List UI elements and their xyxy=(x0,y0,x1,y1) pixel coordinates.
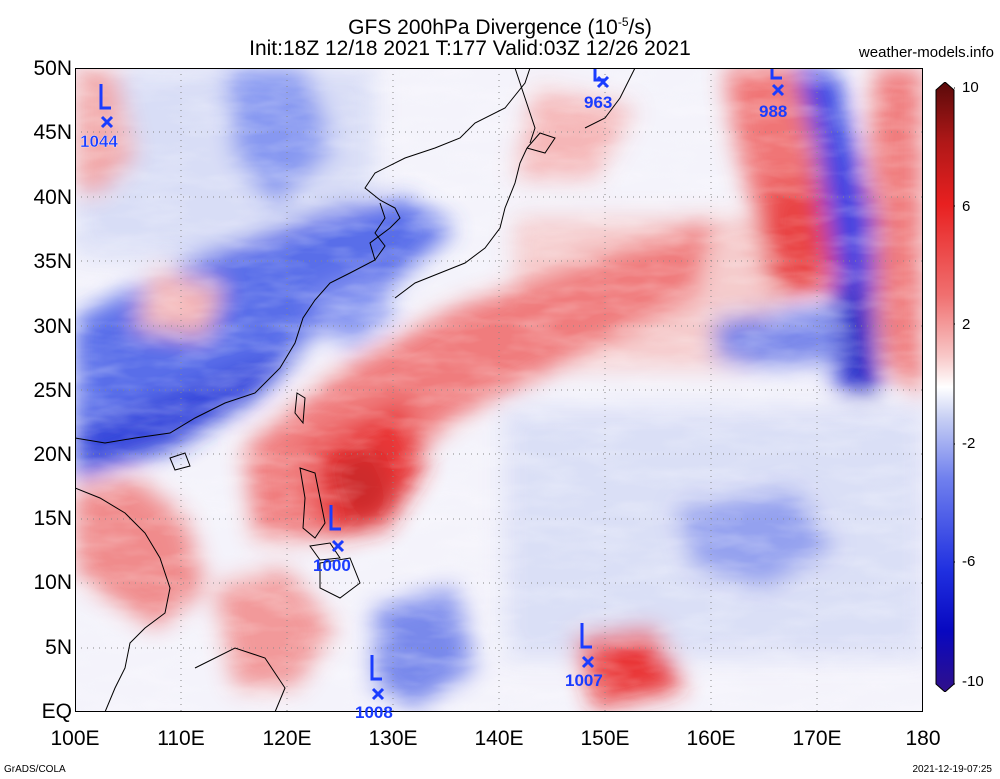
lon-label-120e: 120E xyxy=(262,727,312,750)
japan-coast xyxy=(394,147,528,299)
colorbar-label-2: 2 xyxy=(962,316,971,333)
lat-label-25n: 25N xyxy=(33,379,72,402)
footer-software: GrADS/COLA xyxy=(4,764,66,775)
lat-label-20n: 20N xyxy=(33,443,72,466)
taiwan-coast xyxy=(294,392,306,425)
footer-timestamp: 2021-12-19-07:25 xyxy=(912,764,992,775)
colorbar-label-neg2: -2 xyxy=(962,435,976,452)
hokkaido-coast xyxy=(526,132,556,154)
coastlines xyxy=(75,68,636,712)
map-title: GFS 200hPa Divergence (10-5/s) xyxy=(348,15,652,39)
lat-label-10n: 10N xyxy=(33,571,72,594)
lon-label-180: 180 xyxy=(905,727,941,750)
low-marker-1007 xyxy=(580,623,595,669)
visayas-coast xyxy=(309,542,341,561)
lat-label-40n: 40N xyxy=(33,186,72,209)
plot-frame xyxy=(75,68,923,712)
lat-label-35n: 35N xyxy=(33,250,72,273)
lat-label-5n: 5N xyxy=(45,636,72,659)
lon-label-160e: 160E xyxy=(686,727,736,750)
low-marker-988 xyxy=(770,68,785,97)
low-value-1000: 1000 xyxy=(313,556,351,575)
korea-coast xyxy=(374,202,386,261)
mindanao-coast xyxy=(319,557,361,599)
low-marker-963 xyxy=(593,68,610,89)
map-subtitle: Init:18Z 12/18 2021 T:177 Valid:03Z 12/2… xyxy=(249,37,691,60)
divergence-field xyxy=(75,68,923,712)
indochina-coast xyxy=(75,487,171,712)
lon-label-170e: 170E xyxy=(792,727,842,750)
lat-label-30n: 30N xyxy=(33,315,72,338)
lon-label-100e: 100E xyxy=(50,727,100,750)
low-pressure-markers xyxy=(99,68,785,701)
lon-label-110e: 110E xyxy=(157,727,205,750)
lat-label-50n: 50N xyxy=(33,57,72,80)
low-value-988: 988 xyxy=(759,102,788,121)
low-value-963: 963 xyxy=(584,93,613,112)
luzon-coast xyxy=(299,467,326,539)
lon-label-150e: 150E xyxy=(580,727,630,750)
low-marker-1008 xyxy=(370,655,385,701)
colorbar-label-neg6: -6 xyxy=(962,553,976,570)
colorbar-label-6: 6 xyxy=(962,198,971,215)
lon-label-130e: 130E xyxy=(368,727,418,750)
low-value-1044: 1044 xyxy=(80,132,118,151)
sakhalin-coast xyxy=(514,68,536,144)
low-value-1008: 1008 xyxy=(355,703,393,722)
asia-mainland-coast xyxy=(75,68,531,444)
lat-label-45n: 45N xyxy=(33,121,72,144)
kamchatka-coast xyxy=(584,68,636,129)
colorbar xyxy=(935,82,955,692)
low-marker-1044 xyxy=(99,84,114,129)
low-value-1007: 1007 xyxy=(565,671,603,690)
divergence-map xyxy=(75,68,923,712)
lat-label-eq: EQ xyxy=(41,700,72,723)
hainan-coast xyxy=(169,452,191,471)
lon-label-140e: 140E xyxy=(474,727,524,750)
site-credit: weather-models.info xyxy=(858,44,994,61)
colorbar-label-10: 10 xyxy=(962,79,979,96)
lat-label-15n: 15N xyxy=(33,507,72,530)
colorbar-label-neg10: -10 xyxy=(962,673,984,690)
low-marker-1000 xyxy=(329,505,345,553)
borneo-coast xyxy=(194,647,286,712)
